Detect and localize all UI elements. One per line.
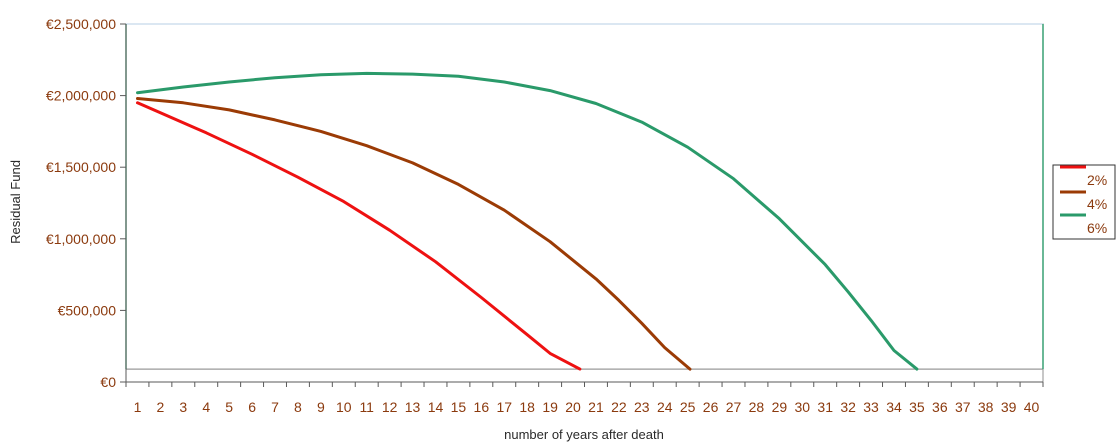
x-tick-label: 6 xyxy=(248,399,256,415)
series-line-4pct xyxy=(136,97,692,371)
x-tick-label: 2 xyxy=(156,399,164,415)
series-line-2pct xyxy=(136,101,582,371)
y-tick-label: €0 xyxy=(100,374,116,390)
x-tick-label: 35 xyxy=(909,399,925,415)
x-tick-label: 40 xyxy=(1024,399,1040,415)
x-tick-label: 33 xyxy=(863,399,879,415)
x-tick-label: 15 xyxy=(451,399,467,415)
x-tick-label: 25 xyxy=(680,399,696,415)
x-tick-label: 31 xyxy=(817,399,833,415)
x-tick-label: 36 xyxy=(932,399,948,415)
x-tick-label: 27 xyxy=(726,399,742,415)
legend-label-4pct: 4% xyxy=(1087,196,1107,212)
x-tick-label: 12 xyxy=(382,399,398,415)
y-axis-title: Residual Fund xyxy=(8,160,23,244)
x-tick-label: 5 xyxy=(225,399,233,415)
x-tick-label: 22 xyxy=(611,399,627,415)
x-tick-label: 8 xyxy=(294,399,302,415)
y-tick-label: €500,000 xyxy=(58,302,117,318)
legend-label-6pct: 6% xyxy=(1087,220,1107,236)
y-tick-label: €1,500,000 xyxy=(46,159,116,175)
series-line-6pct xyxy=(136,71,919,371)
x-tick-label: 17 xyxy=(496,399,512,415)
x-tick-label: 38 xyxy=(978,399,994,415)
x-tick-label: 30 xyxy=(794,399,810,415)
x-tick-label: 34 xyxy=(886,399,902,415)
x-tick-label: 16 xyxy=(474,399,490,415)
y-tick-label: €2,500,000 xyxy=(46,16,116,32)
y-tick-label: €1,000,000 xyxy=(46,231,116,247)
x-tick-label: 3 xyxy=(179,399,187,415)
x-tick-label: 20 xyxy=(565,399,581,415)
x-tick-label: 32 xyxy=(840,399,856,415)
y-tick-label: €2,000,000 xyxy=(46,88,116,104)
x-tick-label: 7 xyxy=(271,399,279,415)
legend-label-2pct: 2% xyxy=(1087,172,1107,188)
x-tick-label: 1 xyxy=(134,399,142,415)
x-tick-label: 29 xyxy=(772,399,788,415)
legend-box xyxy=(1052,164,1116,240)
x-tick-label: 39 xyxy=(1001,399,1017,415)
x-axis-title: number of years after death xyxy=(504,427,664,442)
x-tick-label: 9 xyxy=(317,399,325,415)
x-tick-label: 37 xyxy=(955,399,971,415)
x-tick-label: 13 xyxy=(405,399,421,415)
x-tick-label: 26 xyxy=(703,399,719,415)
x-tick-label: 23 xyxy=(634,399,650,415)
x-tick-label: 18 xyxy=(519,399,535,415)
x-tick-label: 21 xyxy=(588,399,604,415)
x-tick-label: 19 xyxy=(542,399,558,415)
x-tick-label: 4 xyxy=(202,399,210,415)
x-tick-label: 14 xyxy=(428,399,444,415)
x-tick-label: 10 xyxy=(336,399,352,415)
x-tick-label: 28 xyxy=(749,399,765,415)
x-tick-label: 11 xyxy=(359,399,374,415)
x-tick-label: 24 xyxy=(657,399,673,415)
